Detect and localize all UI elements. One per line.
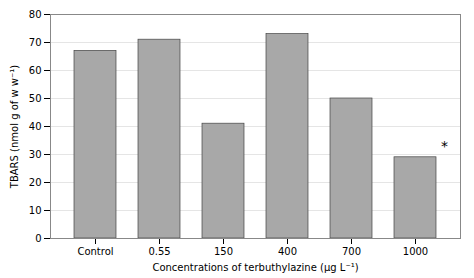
- svg-text:60: 60: [29, 65, 42, 76]
- svg-text:150: 150: [214, 246, 233, 257]
- svg-text:70: 70: [29, 37, 42, 48]
- svg-text:80: 80: [29, 9, 42, 20]
- svg-text:10: 10: [29, 205, 42, 216]
- svg-text:0: 0: [35, 233, 41, 244]
- svg-text:20: 20: [29, 177, 42, 188]
- svg-text:700: 700: [342, 246, 361, 257]
- svg-text:Control: Control: [77, 246, 113, 257]
- svg-text:*: *: [441, 138, 448, 154]
- svg-text:40: 40: [29, 121, 42, 132]
- svg-text:400: 400: [278, 246, 297, 257]
- svg-text:TBARS (nmol g of w w⁻¹): TBARS (nmol g of w w⁻¹): [9, 65, 20, 190]
- svg-text:0.55: 0.55: [148, 246, 170, 257]
- svg-text:Concentrations of terbuthylazi: Concentrations of terbuthylazine (μg L⁻¹…: [152, 262, 358, 273]
- svg-text:50: 50: [29, 93, 42, 104]
- svg-text:30: 30: [29, 149, 42, 160]
- svg-text:1000: 1000: [403, 246, 428, 257]
